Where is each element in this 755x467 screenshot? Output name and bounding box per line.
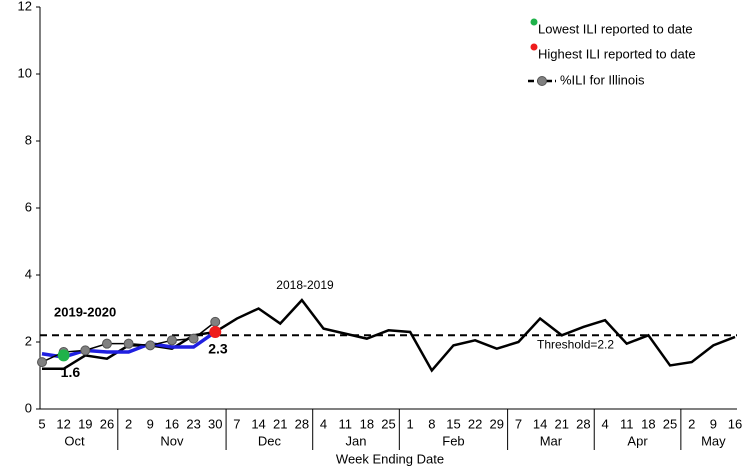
series-line [41, 330, 217, 359]
data-point [101, 338, 112, 349]
x-tick-label: 11 [338, 416, 352, 431]
x-tick-label: 21 [273, 416, 287, 431]
x-tick-label: 16 [165, 416, 179, 431]
x-tick-label: 30 [208, 416, 222, 431]
month-label: May [701, 433, 726, 448]
x-tick-label: 14 [251, 416, 265, 431]
y-tick-label: 2 [25, 333, 32, 348]
data-point [37, 357, 47, 368]
y-tick-label: 10 [18, 65, 32, 80]
legend-marker [530, 43, 538, 51]
x-tick-label: 23 [186, 416, 200, 431]
data-label: 1.6 [61, 364, 81, 380]
y-tick-label: 0 [25, 400, 32, 415]
x-tick-label: 12 [56, 416, 70, 431]
x-tick-label: 19 [78, 416, 92, 431]
month-label: Feb [442, 433, 464, 448]
x-tick-label: 29 [490, 416, 504, 431]
data-point [80, 345, 91, 356]
x-tick-label: 8 [428, 416, 435, 431]
data-point [57, 349, 70, 362]
y-tick-label: 12 [18, 0, 32, 13]
legend-label: Highest ILI reported to date [538, 46, 696, 61]
y-tick-label: 6 [25, 199, 32, 214]
x-tick-label: 28 [576, 416, 590, 431]
x-axis-label: Week Ending Date [336, 451, 444, 466]
x-tick-label: 9 [710, 416, 717, 431]
data-point [188, 333, 199, 344]
x-tick-label: 2 [125, 416, 132, 431]
x-tick-label: 7 [515, 416, 522, 431]
data-label: 2.3 [208, 341, 228, 357]
x-tick-label: 18 [360, 416, 374, 431]
annotation: 2018-2019 [276, 278, 334, 292]
data-point [210, 316, 221, 327]
data-point [123, 338, 134, 349]
x-tick-label: 21 [555, 416, 569, 431]
month-label: Dec [258, 433, 282, 448]
month-label: Oct [64, 433, 85, 448]
x-tick-label: 1 [407, 416, 414, 431]
data-point [166, 335, 177, 346]
threshold-label: Threshold=2.2 [537, 337, 614, 351]
data-point [145, 340, 156, 351]
legend-label: %ILI for Illinois [560, 72, 645, 87]
y-tick-label: 4 [25, 266, 32, 281]
legend-label: Lowest ILI reported to date [538, 21, 693, 36]
legend-marker [537, 76, 547, 86]
x-tick-label: 22 [468, 416, 482, 431]
x-tick-label: 28 [295, 416, 309, 431]
x-tick-label: 5 [38, 416, 45, 431]
x-tick-label: 9 [147, 416, 154, 431]
month-label: Jan [346, 433, 367, 448]
month-label: Mar [540, 433, 563, 448]
x-tick-label: 18 [641, 416, 655, 431]
x-tick-label: 25 [663, 416, 677, 431]
x-tick-label: 25 [381, 416, 395, 431]
x-tick-label: 7 [233, 416, 240, 431]
x-tick-label: 15 [446, 416, 460, 431]
x-tick-label: 2 [688, 416, 695, 431]
x-tick-label: 16 [728, 416, 742, 431]
x-tick-label: 26 [100, 416, 114, 431]
data-point [209, 325, 222, 338]
month-label: Apr [627, 433, 648, 448]
month-label: Nov [160, 433, 184, 448]
x-tick-label: 14 [533, 416, 547, 431]
legend-marker [530, 18, 538, 26]
x-tick-label: 11 [620, 416, 634, 431]
x-tick-label: 4 [601, 416, 608, 431]
annotation: 2019-2020 [54, 304, 116, 319]
x-tick-label: 4 [320, 416, 327, 431]
y-tick-label: 8 [25, 132, 32, 147]
